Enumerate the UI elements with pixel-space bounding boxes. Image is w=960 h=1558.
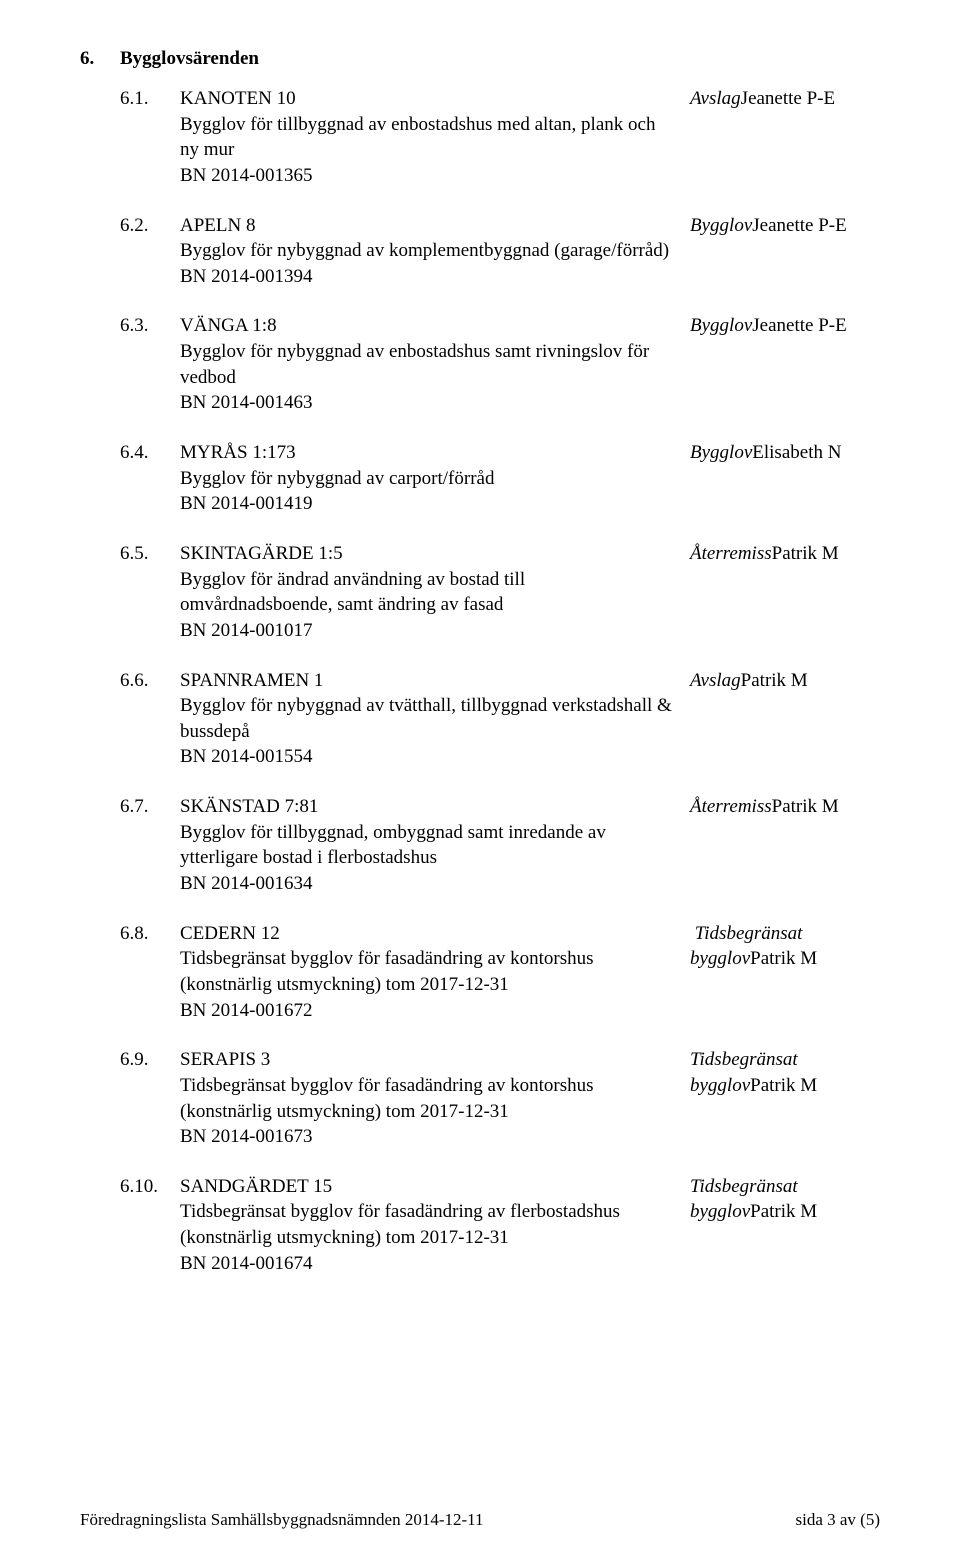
item-body-line: Bygglov för ändrad användning av bostad …: [180, 567, 674, 618]
item-body-line: Bygglov för tillbyggnad, ombyggnad samt …: [180, 820, 674, 871]
item-status-line: Patrik M: [772, 796, 839, 817]
item-body: APELN 8Bygglov för nybyggnad av kompleme…: [180, 213, 690, 290]
item-status: BygglovJeanette P-E: [690, 313, 880, 416]
agenda-item: 6.9.SERAPIS 3Tidsbegränsat bygglov för f…: [80, 1047, 880, 1150]
agenda-item: 6.7.SKÄNSTAD 7:81Bygglov för tillbyggnad…: [80, 794, 880, 897]
item-status-line: Elisabeth N: [752, 442, 841, 463]
item-body: SKÄNSTAD 7:81Bygglov för tillbyggnad, om…: [180, 794, 690, 897]
item-number: 6.3.: [80, 313, 180, 416]
item-number: 6.10.: [80, 1174, 180, 1277]
item-body-line: MYRÅS 1:173: [180, 440, 674, 466]
agenda-item: 6.3.VÄNGA 1:8Bygglov för nybyggnad av en…: [80, 313, 880, 416]
agenda-item: 6.4.MYRÅS 1:173Bygglov för nybyggnad av …: [80, 440, 880, 517]
agenda-item: 6.1.KANOTEN 10Bygglov för tillbyggnad av…: [80, 86, 880, 189]
item-body-line: BN 2014-001673: [180, 1124, 674, 1150]
item-body: CEDERN 12Tidsbegränsat bygglov för fasad…: [180, 921, 690, 1024]
item-status: Tidsbegränsat bygglovPatrik M: [690, 1174, 880, 1277]
item-status-line: Återremiss: [690, 543, 772, 564]
item-number: 6.4.: [80, 440, 180, 517]
page: 6. Bygglovsärenden 6.1.KANOTEN 10Bygglov…: [0, 0, 960, 1558]
item-body-line: Tidsbegränsat bygglov för fasadändring a…: [180, 946, 674, 997]
agenda-item: 6.10.SANDGÄRDET 15Tidsbegränsat bygglov …: [80, 1174, 880, 1277]
item-status: BygglovJeanette P-E: [690, 213, 880, 290]
item-body-line: BN 2014-001554: [180, 744, 674, 770]
items-container: 6.1.KANOTEN 10Bygglov för tillbyggnad av…: [80, 86, 880, 1276]
item-status: AvslagJeanette P-E: [690, 86, 880, 189]
item-body-line: BN 2014-001463: [180, 390, 674, 416]
item-body-line: BN 2014-001672: [180, 998, 674, 1024]
section-number: 6.: [80, 48, 120, 70]
item-body-line: Bygglov för nybyggnad av carport/förråd: [180, 466, 674, 492]
item-body-line: BN 2014-001634: [180, 871, 674, 897]
item-number: 6.5.: [80, 541, 180, 644]
item-body-line: Bygglov för nybyggnad av tvätthall, till…: [180, 693, 674, 744]
item-status: Tidsbegränsat bygglovPatrik M: [690, 921, 880, 1024]
item-status: Tidsbegränsat bygglovPatrik M: [690, 1047, 880, 1150]
item-status-line: Patrik M: [741, 670, 808, 691]
item-number: 6.6.: [80, 668, 180, 771]
item-body-line: SANDGÄRDET 15: [180, 1174, 674, 1200]
item-status-line: Patrik M: [772, 543, 839, 564]
agenda-item: 6.2.APELN 8Bygglov för nybyggnad av komp…: [80, 213, 880, 290]
item-body-line: Tidsbegränsat bygglov för fasadändring a…: [180, 1073, 674, 1124]
item-status-line: Patrik M: [750, 948, 817, 969]
footer-left: Föredragningslista Samhällsbyggnadsnämnd…: [80, 1510, 484, 1530]
item-body-line: KANOTEN 10: [180, 86, 674, 112]
item-number: 6.8.: [80, 921, 180, 1024]
item-body-line: Tidsbegränsat bygglov för fasadändring a…: [180, 1199, 674, 1250]
item-body-line: BN 2014-001394: [180, 264, 674, 290]
item-status-line: Bygglov: [690, 442, 752, 463]
item-status-line: Avslag: [690, 88, 741, 109]
page-footer: Föredragningslista Samhällsbyggnadsnämnd…: [80, 1510, 880, 1530]
item-body-line: Bygglov för tillbyggnad av enbostadshus …: [180, 112, 674, 163]
item-status-line: Avslag: [690, 670, 741, 691]
item-number: 6.9.: [80, 1047, 180, 1150]
footer-right: sida 3 av (5): [795, 1510, 880, 1530]
section-heading-row: 6. Bygglovsärenden: [80, 48, 880, 70]
item-status-line: Återremiss: [690, 796, 772, 817]
item-body-line: Bygglov för nybyggnad av komplementbyggn…: [180, 238, 674, 264]
agenda-item: 6.6.SPANNRAMEN 1Bygglov för nybyggnad av…: [80, 668, 880, 771]
item-status: ÅterremissPatrik M: [690, 794, 880, 897]
item-status: AvslagPatrik M: [690, 668, 880, 771]
item-body-line: BN 2014-001017: [180, 618, 674, 644]
item-body-line: SKINTAGÄRDE 1:5: [180, 541, 674, 567]
item-number: 6.2.: [80, 213, 180, 290]
item-status-line: Patrik M: [750, 1075, 817, 1096]
item-body-line: CEDERN 12: [180, 921, 674, 947]
item-body-line: Bygglov för nybyggnad av enbostadshus sa…: [180, 339, 674, 390]
item-body: SKINTAGÄRDE 1:5Bygglov för ändrad använd…: [180, 541, 690, 644]
item-body: SERAPIS 3Tidsbegränsat bygglov för fasad…: [180, 1047, 690, 1150]
item-body: MYRÅS 1:173Bygglov för nybyggnad av carp…: [180, 440, 690, 517]
agenda-item: 6.5.SKINTAGÄRDE 1:5Bygglov för ändrad an…: [80, 541, 880, 644]
item-body-line: SPANNRAMEN 1: [180, 668, 674, 694]
item-status-line: Jeanette P-E: [752, 215, 846, 236]
item-status-line: Bygglov: [690, 315, 752, 336]
agenda-item: 6.8.CEDERN 12Tidsbegränsat bygglov för f…: [80, 921, 880, 1024]
item-status: BygglovElisabeth N: [690, 440, 880, 517]
item-body-line: BN 2014-001674: [180, 1251, 674, 1277]
item-body-line: APELN 8: [180, 213, 674, 239]
item-body-line: BN 2014-001419: [180, 491, 674, 517]
item-body-line: SKÄNSTAD 7:81: [180, 794, 674, 820]
item-status-line: Bygglov: [690, 215, 752, 236]
item-body: SPANNRAMEN 1Bygglov för nybyggnad av tvä…: [180, 668, 690, 771]
item-body-line: SERAPIS 3: [180, 1047, 674, 1073]
item-status: ÅterremissPatrik M: [690, 541, 880, 644]
item-number: 6.7.: [80, 794, 180, 897]
item-body-line: BN 2014-001365: [180, 163, 674, 189]
item-status-line: Jeanette P-E: [741, 88, 835, 109]
item-status-line: Jeanette P-E: [752, 315, 846, 336]
item-body-line: VÄNGA 1:8: [180, 313, 674, 339]
item-body: KANOTEN 10Bygglov för tillbyggnad av enb…: [180, 86, 690, 189]
item-number: 6.1.: [80, 86, 180, 189]
item-body: VÄNGA 1:8Bygglov för nybyggnad av enbost…: [180, 313, 690, 416]
item-body: SANDGÄRDET 15Tidsbegränsat bygglov för f…: [180, 1174, 690, 1277]
section-title: Bygglovsärenden: [120, 48, 259, 70]
item-status-line: Patrik M: [750, 1201, 817, 1222]
